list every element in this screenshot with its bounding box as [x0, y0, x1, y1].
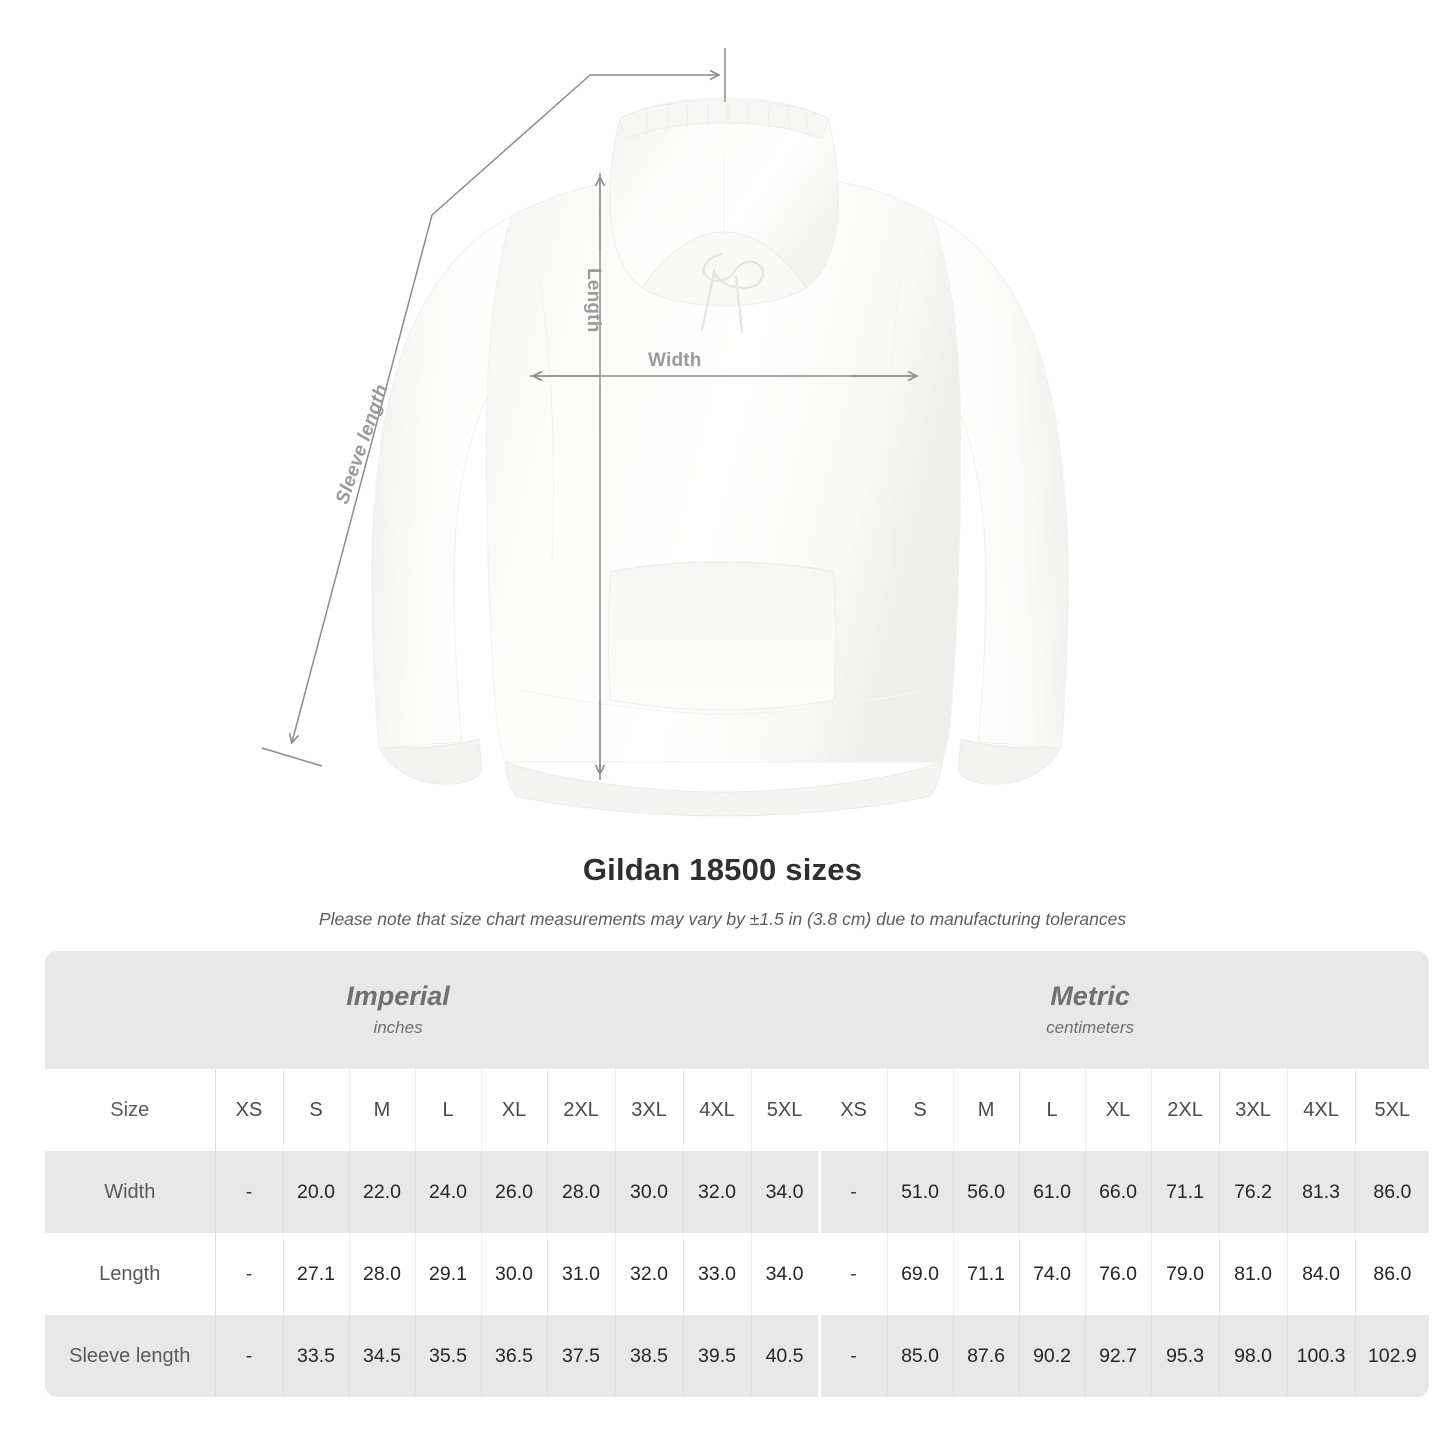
size-chart-table: Imperial inches Metric centimeters Size … — [45, 951, 1430, 1397]
hoodie-diagram: Length Width Sleeve length — [261, 48, 1069, 817]
cell-width-imp-4xl: 32.0 — [682, 1151, 752, 1233]
cell-sleeve-met-2xl: 95.3 — [1150, 1315, 1220, 1397]
page-title: Gildan 18500 sizes — [582, 852, 863, 887]
unit-metric-cell: Metric centimeters — [751, 951, 1430, 1069]
cell-sleeve-met-3xl: 98.0 — [1218, 1315, 1288, 1397]
size-col-imp-4xl: 4XL — [682, 1069, 752, 1151]
unit-imperial-cell: Imperial inches — [45, 951, 752, 1069]
size-col-met-s: S — [886, 1069, 954, 1151]
cell-length-imp-m: 28.0 — [348, 1233, 415, 1315]
cell-sleeve-imp-l: 35.5 — [414, 1315, 481, 1397]
unit-imperial-sub: inches — [373, 1018, 423, 1038]
cell-length-imp-xs: - — [215, 1233, 283, 1315]
row-label-width: Width — [45, 1151, 216, 1233]
cell-width-imp-2xl: 28.0 — [546, 1151, 615, 1233]
cell-width-met-3xl: 76.2 — [1218, 1151, 1288, 1233]
cell-length-met-3xl: 81.0 — [1218, 1233, 1288, 1315]
size-col-met-xl: XL — [1084, 1069, 1152, 1151]
cell-length-met-m: 71.1 — [952, 1233, 1020, 1315]
cell-length-imp-4xl: 33.0 — [682, 1233, 752, 1315]
hoodie-illustration — [261, 48, 1069, 817]
unit-metric-name: Metric — [1050, 980, 1130, 1011]
unit-banner-row: Imperial inches Metric centimeters — [45, 951, 1430, 1069]
size-col-imp-2xl: 2XL — [546, 1069, 615, 1151]
cell-sleeve-met-xs: - — [817, 1315, 888, 1397]
size-col-met-xs: XS — [817, 1069, 888, 1151]
cell-length-imp-3xl: 32.0 — [614, 1233, 683, 1315]
cell-length-met-l: 74.0 — [1018, 1233, 1086, 1315]
cell-length-met-5xl: 86.0 — [1354, 1233, 1430, 1315]
unit-imperial-name: Imperial — [346, 980, 450, 1011]
cell-width-met-m: 56.0 — [952, 1151, 1020, 1233]
width-dimension-label: Width — [648, 350, 702, 371]
cell-sleeve-imp-3xl: 38.5 — [614, 1315, 683, 1397]
cell-width-met-s: 51.0 — [886, 1151, 954, 1233]
cell-width-imp-l: 24.0 — [414, 1151, 481, 1233]
unit-metric-sub: centimeters — [1046, 1018, 1135, 1038]
cell-width-imp-xl: 26.0 — [480, 1151, 547, 1233]
cell-sleeve-met-xl: 92.7 — [1084, 1315, 1152, 1397]
cell-width-imp-3xl: 30.0 — [614, 1151, 683, 1233]
cell-sleeve-met-5xl: 102.9 — [1354, 1315, 1430, 1397]
cell-width-imp-s: 20.0 — [282, 1151, 349, 1233]
cell-width-met-2xl: 71.1 — [1150, 1151, 1220, 1233]
size-chart-table-wrap: Imperial inches Metric centimeters Size … — [45, 951, 1430, 1397]
size-col-met-2xl: 2XL — [1150, 1069, 1220, 1151]
cell-length-met-xl: 76.0 — [1084, 1233, 1152, 1315]
cell-width-met-l: 61.0 — [1018, 1151, 1086, 1233]
cell-length-imp-xl: 30.0 — [480, 1233, 547, 1315]
cell-width-met-5xl: 86.0 — [1354, 1151, 1430, 1233]
cell-sleeve-imp-m: 34.5 — [348, 1315, 415, 1397]
cell-length-imp-2xl: 31.0 — [546, 1233, 615, 1315]
size-header-label: Size — [45, 1069, 216, 1151]
size-col-imp-l: L — [414, 1069, 481, 1151]
size-col-met-4xl: 4XL — [1286, 1069, 1356, 1151]
row-label-length: Length — [45, 1233, 216, 1315]
table-row-width: Width - 20.0 22.0 24.0 26.0 28.0 30.0 32… — [45, 1151, 1430, 1233]
size-col-met-m: M — [952, 1069, 1020, 1151]
row-label-sleeve-length: Sleeve length — [45, 1315, 216, 1397]
cell-length-imp-s: 27.1 — [282, 1233, 349, 1315]
cell-length-met-s: 69.0 — [886, 1233, 954, 1315]
size-header-row: Size XS S M L XL 2XL 3XL 4XL 5XL XS S M … — [45, 1069, 1430, 1151]
table-row-sleeve-length: Sleeve length - 33.5 34.5 35.5 36.5 37.5… — [45, 1315, 1430, 1397]
cell-width-imp-m: 22.0 — [348, 1151, 415, 1233]
cell-sleeve-imp-4xl: 39.5 — [682, 1315, 752, 1397]
size-col-imp-3xl: 3XL — [614, 1069, 683, 1151]
size-col-imp-xs: XS — [215, 1069, 283, 1151]
size-col-met-l: L — [1018, 1069, 1086, 1151]
size-col-met-5xl: 5XL — [1354, 1069, 1430, 1151]
cell-sleeve-met-s: 85.0 — [886, 1315, 954, 1397]
cell-width-met-xl: 66.0 — [1084, 1151, 1152, 1233]
cell-length-met-2xl: 79.0 — [1150, 1233, 1220, 1315]
title-block: Gildan 18500 sizes Please note that size… — [0, 840, 1445, 930]
size-col-imp-5xl: 5XL — [750, 1069, 820, 1151]
cell-length-imp-l: 29.1 — [414, 1233, 481, 1315]
length-dimension-label: Length — [583, 268, 604, 333]
cell-length-imp-5xl: 34.0 — [750, 1233, 820, 1315]
cell-width-met-xs: - — [817, 1151, 888, 1233]
cell-sleeve-met-m: 87.6 — [952, 1315, 1020, 1397]
cell-sleeve-imp-s: 33.5 — [282, 1315, 349, 1397]
cell-length-met-xs: - — [817, 1233, 888, 1315]
cell-width-imp-5xl: 34.0 — [750, 1151, 820, 1233]
size-col-imp-s: S — [282, 1069, 349, 1151]
table-row-length: Length - 27.1 28.0 29.1 30.0 31.0 32.0 3… — [45, 1233, 1430, 1315]
size-col-met-3xl: 3XL — [1218, 1069, 1288, 1151]
cell-length-met-4xl: 84.0 — [1286, 1233, 1356, 1315]
cell-sleeve-met-4xl: 100.3 — [1286, 1315, 1356, 1397]
cell-sleeve-imp-xs: - — [215, 1315, 283, 1397]
cell-width-met-4xl: 81.3 — [1286, 1151, 1356, 1233]
cell-sleeve-imp-xl: 36.5 — [480, 1315, 547, 1397]
cell-sleeve-met-l: 90.2 — [1018, 1315, 1086, 1397]
cell-sleeve-imp-5xl: 40.5 — [750, 1315, 820, 1397]
size-col-imp-xl: XL — [480, 1069, 547, 1151]
cell-sleeve-imp-2xl: 37.5 — [546, 1315, 615, 1397]
tolerance-note: Please note that size chart measurements… — [318, 909, 1127, 929]
size-col-imp-m: M — [348, 1069, 415, 1151]
cell-width-imp-xs: - — [215, 1151, 283, 1233]
